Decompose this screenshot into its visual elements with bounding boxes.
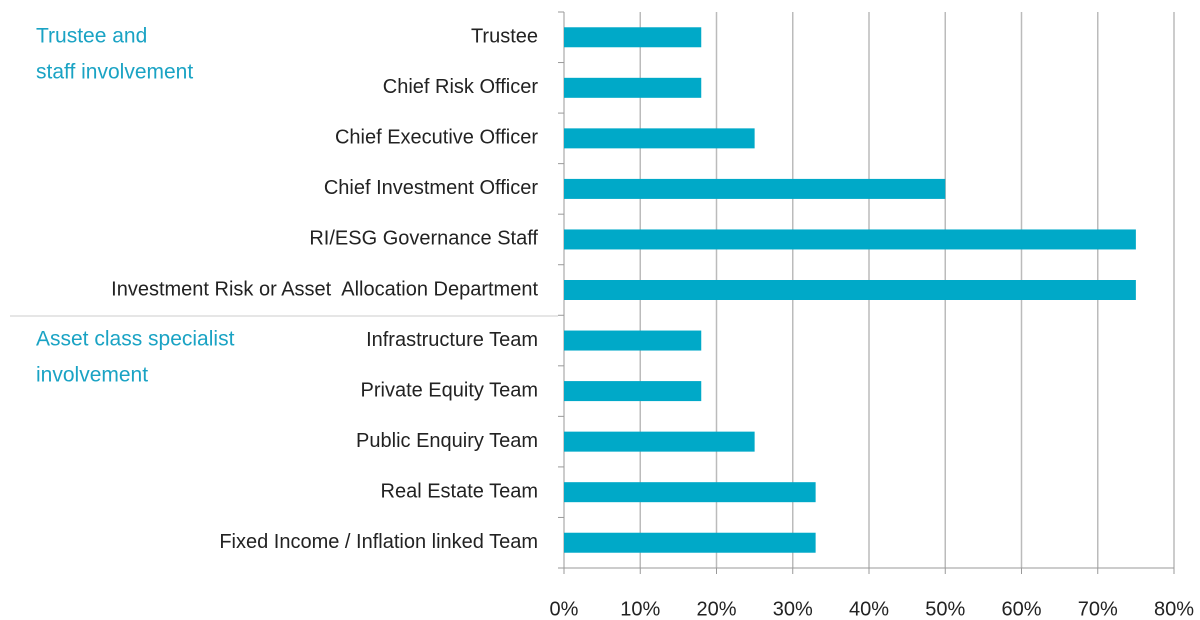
y-tick-label: Private Equity Team xyxy=(361,379,539,401)
x-tick-label: 70% xyxy=(1078,598,1118,620)
y-tick-label: Real Estate Team xyxy=(381,480,539,502)
bar xyxy=(564,27,702,48)
x-tick-label: 10% xyxy=(620,598,660,620)
x-tick-label: 50% xyxy=(925,598,965,620)
y-tick-label: Chief Investment Officer xyxy=(324,177,539,199)
bar xyxy=(564,229,1136,250)
bar xyxy=(564,178,946,199)
x-tick-label: 20% xyxy=(696,598,736,620)
group-label: Asset class specialist xyxy=(36,328,235,351)
bar xyxy=(564,431,755,452)
group-label: involvement xyxy=(36,364,148,387)
y-tick-label: Chief Risk Officer xyxy=(383,76,539,98)
x-tick-label: 40% xyxy=(849,598,889,620)
bar xyxy=(564,128,755,149)
group-label: Trustee and xyxy=(36,25,147,48)
y-tick-label: Infrastructure Team xyxy=(366,329,538,351)
y-tick-label: Chief Executive Officer xyxy=(335,127,538,149)
x-tick-label: 80% xyxy=(1154,598,1194,620)
y-tick-label: Investment Risk or Asset Allocation Depa… xyxy=(111,278,538,300)
bar xyxy=(564,77,702,98)
group-label: staff involvement xyxy=(36,61,193,84)
y-tick-label: RI/ESG Governance Staff xyxy=(309,228,538,250)
y-tick-label: Trustee xyxy=(471,26,538,48)
x-tick-label: 30% xyxy=(773,598,813,620)
x-tick-label: 60% xyxy=(1001,598,1041,620)
bar xyxy=(564,330,702,351)
bar xyxy=(564,482,816,503)
x-tick-label: 0% xyxy=(550,598,579,620)
y-tick-label: Fixed Income / Inflation linked Team xyxy=(219,531,538,553)
bar xyxy=(564,532,816,553)
y-tick-label: Public Enquiry Team xyxy=(356,430,538,452)
bar xyxy=(564,381,702,402)
bar xyxy=(564,280,1136,300)
